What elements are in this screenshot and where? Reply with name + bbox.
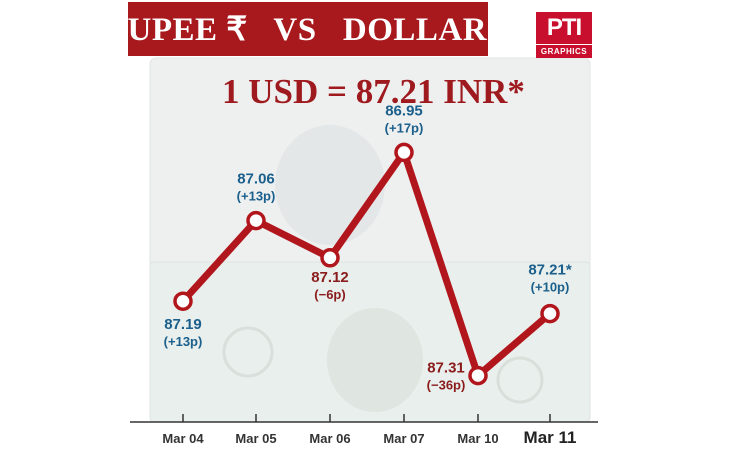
logo-text: PTI (536, 12, 592, 44)
x-tick-label: Mar 04 (162, 431, 204, 446)
title-banner: RUPEE ₹ VS DOLLAR $ (103, 2, 512, 56)
chart-title: RUPEE ₹ VS DOLLAR $ (103, 12, 513, 48)
data-point (173, 291, 193, 311)
data-point (394, 142, 414, 163)
data-value-label: 87.06 (237, 171, 275, 188)
data-change-label: (+13p) (164, 334, 203, 349)
data-value-label: 87.12 (311, 269, 349, 286)
x-tick-label: Mar 07 (383, 431, 424, 446)
data-point (246, 210, 266, 231)
data-value-label: 87.21* (528, 262, 572, 279)
data-change-label: (+17p) (385, 120, 424, 135)
data-change-label: (−36p) (427, 378, 466, 393)
series-line (179, 148, 554, 380)
x-tick-label: Mar 05 (235, 431, 276, 446)
seal-watermark (496, 356, 544, 404)
portrait-watermark (327, 308, 423, 412)
portrait-watermark (275, 125, 385, 245)
data-point (320, 248, 340, 268)
data-change-label: (+13p) (237, 189, 276, 204)
data-change-label: (+10p) (531, 280, 570, 295)
data-point (468, 365, 488, 386)
data-change-label: (−6p) (314, 287, 345, 302)
logo-subtext: GRAPHICS (536, 45, 592, 58)
data-value-label: 86.95 (385, 102, 423, 119)
x-tick-label: Mar 11 (524, 428, 577, 447)
x-tick-label: Mar 06 (309, 431, 350, 446)
data-point (540, 303, 560, 324)
data-value-label: 87.19 (164, 316, 202, 333)
x-tick-label: Mar 10 (457, 431, 498, 446)
pti-logo: PTI GRAPHICS (536, 12, 592, 58)
exchange-rate-headline: 1 USD = 87.21 INR* (222, 72, 525, 111)
data-value-label: 87.31 (427, 360, 465, 377)
seal-watermark (222, 326, 274, 378)
